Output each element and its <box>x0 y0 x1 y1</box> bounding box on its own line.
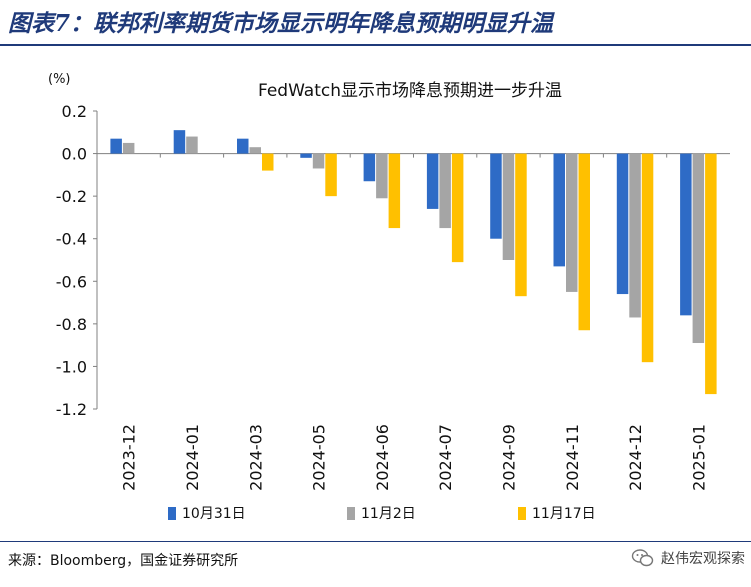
x-category-label: 2024-01 <box>183 424 202 491</box>
bar-series-2 <box>692 153 705 344</box>
y-tick-label: -1.0 <box>56 357 87 376</box>
bar-series-1 <box>680 153 692 316</box>
legend-item-series-2: 11月2日 <box>347 503 416 523</box>
watermark: 赵伟宏观探索 <box>631 546 745 570</box>
x-category-label: 2024-11 <box>563 424 582 491</box>
legend-swatch-series-3 <box>518 506 526 520</box>
bar-series-1 <box>173 130 186 154</box>
bar-series-3 <box>641 153 654 363</box>
y-axis-unit: (%) <box>48 72 71 87</box>
footer-divider <box>0 541 751 542</box>
bar-series-1 <box>490 153 502 239</box>
chart-title: FedWatch显示市场降息预期进一步升温 <box>257 81 563 101</box>
bar-series-2 <box>312 153 325 169</box>
legend-label-series-3: 11月17日 <box>532 506 596 522</box>
x-category-label: 2024-12 <box>626 424 645 491</box>
x-category-label: 2024-09 <box>499 424 518 491</box>
y-tick-label: -1.2 <box>56 400 87 419</box>
watermark-text: 赵伟宏观探索 <box>661 551 745 567</box>
legend-label-series-1: 10月31日 <box>182 506 246 522</box>
legend-item-series-1: 10月31日 <box>168 503 246 523</box>
legend-swatch-series-2 <box>347 506 355 520</box>
bar-series-1 <box>553 153 565 267</box>
bar-series-3 <box>325 153 337 197</box>
bar-series-2 <box>439 153 451 229</box>
x-category-label: 2023-12 <box>120 424 139 491</box>
title-divider <box>0 44 751 46</box>
bar-series-1 <box>426 153 439 209</box>
bar-series-1 <box>300 153 312 158</box>
bar-series-2 <box>249 147 261 154</box>
y-tick-label: 0.0 <box>62 145 87 164</box>
legend-label-series-2: 11月2日 <box>361 506 416 522</box>
bar-series-3 <box>388 153 401 229</box>
y-tick-label: 0.2 <box>62 102 87 121</box>
wechat-icon <box>631 549 654 567</box>
y-tick-label: -0.6 <box>56 272 87 291</box>
bar-series-2 <box>629 153 641 318</box>
figure-title: 图表7：联邦利率期货市场显示明年降息预期明显升温 <box>8 10 554 37</box>
y-tick-label: -0.2 <box>56 187 87 206</box>
x-category-label: 2024-06 <box>373 424 392 491</box>
bar-series-2 <box>122 142 135 154</box>
bar-series-2 <box>376 153 388 199</box>
bar-series-3 <box>515 153 527 297</box>
bar-series-3 <box>578 153 590 331</box>
x-category-label: 2024-07 <box>436 424 455 491</box>
x-category-label: 2024-03 <box>246 424 265 491</box>
bar-series-1 <box>363 153 376 182</box>
x-category-label: 2024-05 <box>310 424 329 491</box>
source-note: 来源：Bloomberg，国金证券研究所 <box>8 553 239 569</box>
bar-series-3 <box>451 153 464 263</box>
bar-series-3 <box>262 153 274 171</box>
bar-series-1 <box>110 138 122 154</box>
bar-series-2 <box>502 153 515 260</box>
x-category-label: 2025-01 <box>689 424 708 491</box>
legend: 10月31日 11月2日 11月17日 <box>0 503 751 523</box>
legend-item-series-3: 11月17日 <box>518 503 596 523</box>
bar-series-1 <box>237 138 249 154</box>
y-tick-label: -0.8 <box>56 315 87 334</box>
y-tick-label: -0.4 <box>56 230 87 249</box>
bar-series-2 <box>186 136 198 154</box>
legend-swatch-series-1 <box>168 506 176 520</box>
bar-series-1 <box>616 153 629 295</box>
bar-series-3 <box>705 153 717 395</box>
bar-series-2 <box>566 153 578 292</box>
